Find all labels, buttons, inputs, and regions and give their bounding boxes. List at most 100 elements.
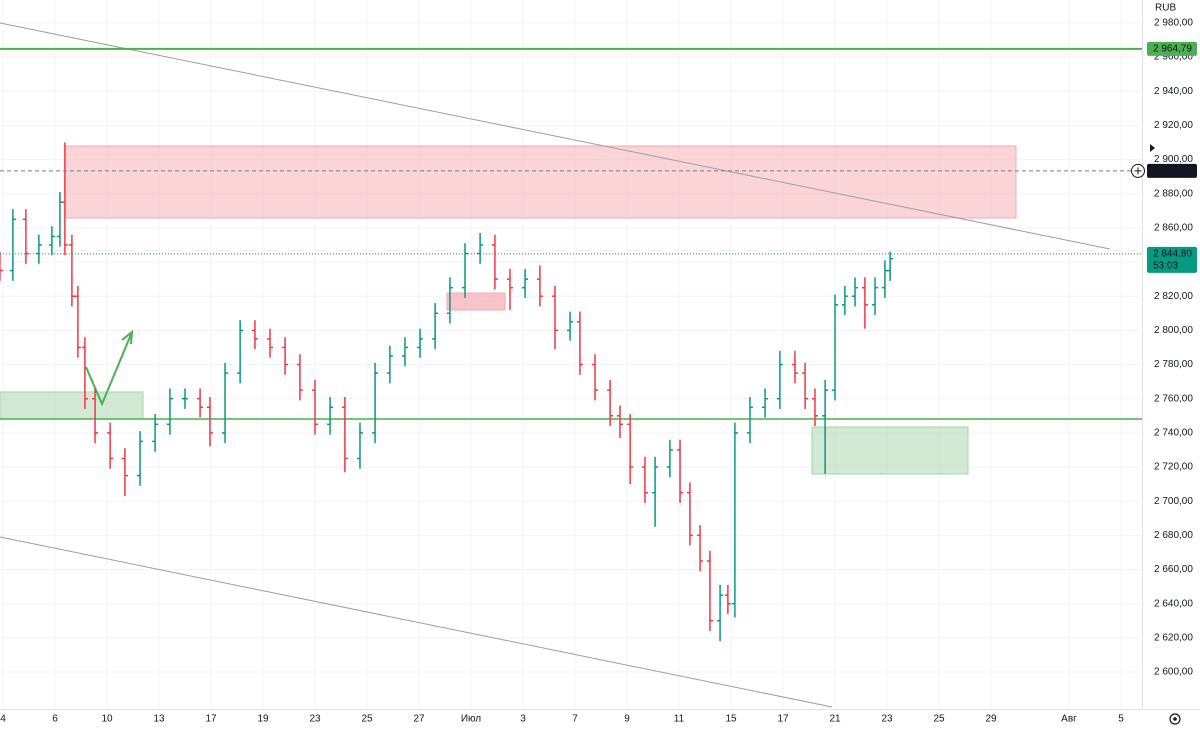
ohlc-bar: [746, 396, 753, 444]
y-tick-label: 2 620,00: [1154, 633, 1193, 644]
y-tick-label: 2 960,00: [1154, 52, 1193, 63]
y-tick-label: 2 740,00: [1154, 428, 1193, 439]
crosshair-plus: [1134, 167, 1142, 175]
price-badge: [1147, 41, 1197, 56]
ohlc-bar: [137, 431, 144, 486]
plot: [0, 142, 894, 642]
y-tick-label: 2 700,00: [1154, 496, 1193, 507]
ohlc-bar: [666, 439, 673, 478]
x-tick-label: 25: [361, 714, 373, 725]
ohlc-bar: [731, 422, 738, 618]
grid: [0, 0, 1142, 709]
x-tick-label: 7: [572, 714, 578, 725]
x-tick-label: 3: [520, 714, 526, 725]
imbalance-zone: [446, 292, 506, 311]
price-badge-label: 2 844,80: [1153, 248, 1192, 259]
y-tick-label: 2 640,00: [1154, 598, 1193, 609]
ohlc-bar: [251, 320, 258, 350]
ohlc-bar: [686, 482, 693, 546]
ohlc-bar: [206, 396, 213, 447]
y-tick-label: 2 820,00: [1154, 291, 1193, 302]
ohlc-bar: [697, 525, 704, 572]
resistance-zone: [64, 145, 1017, 219]
ohlc-bar: [121, 448, 128, 497]
x-tick-label: 4: [0, 714, 6, 725]
ohlc-bar: [48, 226, 55, 256]
ohlc-bar: [432, 303, 439, 350]
y-tick-label: 2 880,00: [1154, 188, 1193, 199]
ohlc-bar: [607, 379, 614, 427]
ohlc-bar: [677, 439, 684, 503]
y-tick-label: 2 860,00: [1154, 223, 1193, 234]
x-tick-label: 10: [101, 714, 113, 725]
y-tick-label: 2 800,00: [1154, 325, 1193, 336]
ohlc-bar: [652, 456, 659, 527]
support-zone: [0, 391, 144, 420]
ohlc-bar: [312, 379, 318, 435]
y-tick-label: 2 720,00: [1154, 462, 1193, 473]
ohlc-bar: [832, 294, 838, 401]
x-tick-label: 29: [985, 714, 997, 725]
ohlc-bar: [92, 388, 99, 444]
ohlc-bar: [68, 234, 75, 307]
x-tick-label: 19: [257, 714, 269, 725]
settings-icon[interactable]: [1169, 713, 1181, 725]
y-tick-label: 2 760,00: [1154, 393, 1193, 404]
ohlc-bar: [401, 337, 408, 367]
x-tick-label: Июл: [461, 714, 481, 725]
ohlc-bar: [811, 388, 818, 427]
x-tick-label: 13: [153, 714, 165, 725]
y-tick-label: 2 680,00: [1154, 530, 1193, 541]
ohlc-bar: [872, 277, 879, 316]
ohlc-bar: [592, 354, 599, 401]
ohlc-bar: [341, 396, 348, 473]
x-tick-label: 6: [52, 714, 58, 725]
ohlc-bar: [802, 362, 809, 409]
ohlc-bar: [222, 362, 229, 444]
marker: [1150, 144, 1155, 152]
countdown: 53:03: [1153, 260, 1178, 271]
x-tick-label: 15: [725, 714, 737, 725]
ohlc-bar: [706, 550, 713, 632]
x-tick-label: 21: [829, 714, 841, 725]
ohlc-bar: [717, 584, 724, 642]
ohlc-bar: [166, 388, 173, 435]
ohlc-bar: [9, 209, 16, 281]
currency: RUB: [1155, 3, 1176, 14]
x-tick-label: 17: [205, 714, 217, 725]
price-badge-label: 2 964,79: [1153, 44, 1192, 55]
ohlc-bar: [627, 414, 634, 485]
ohlc-bar: [372, 362, 379, 444]
ohlc-bar: [417, 328, 424, 358]
y-tick-label: 2 600,00: [1154, 667, 1193, 678]
price-badge: [1147, 246, 1197, 273]
ohlc-bar: [576, 311, 583, 375]
x-tick-label: 23: [309, 714, 321, 725]
ohlc-bar: [446, 277, 453, 324]
price-axis-bg: [1143, 0, 1200, 732]
y-tick-label: 2 920,00: [1154, 120, 1193, 131]
ohlc-bar: [0, 251, 3, 281]
ohlc-bar: [852, 277, 859, 307]
ohlc-bar: [491, 234, 498, 290]
ohlc-bar: [74, 285, 81, 358]
ohlc-bar: [791, 350, 798, 384]
ohlc-bar: [724, 584, 731, 614]
arrow: [85, 331, 133, 407]
ohlc-bar: [267, 328, 274, 358]
ohlc-bar: [237, 320, 244, 384]
y-tick-label: 2 780,00: [1154, 359, 1193, 370]
ohlc-bar: [107, 422, 114, 469]
ohlc-bar: [551, 285, 558, 350]
x-tick-label: 9: [624, 714, 630, 725]
ohlc-bar: [887, 251, 894, 281]
ohlc-bar: [822, 379, 829, 474]
trend-line: [0, 22, 1111, 250]
ohlc-bar: [327, 396, 334, 435]
ohlc-bar: [386, 345, 393, 384]
ohlc-bar: [152, 414, 159, 452]
axes: 2 600,00 2 620,00 2 640,00 2 660,00 2 680,00…: [0, 18, 1197, 725]
y-tick-label: 2 660,00: [1154, 564, 1193, 575]
